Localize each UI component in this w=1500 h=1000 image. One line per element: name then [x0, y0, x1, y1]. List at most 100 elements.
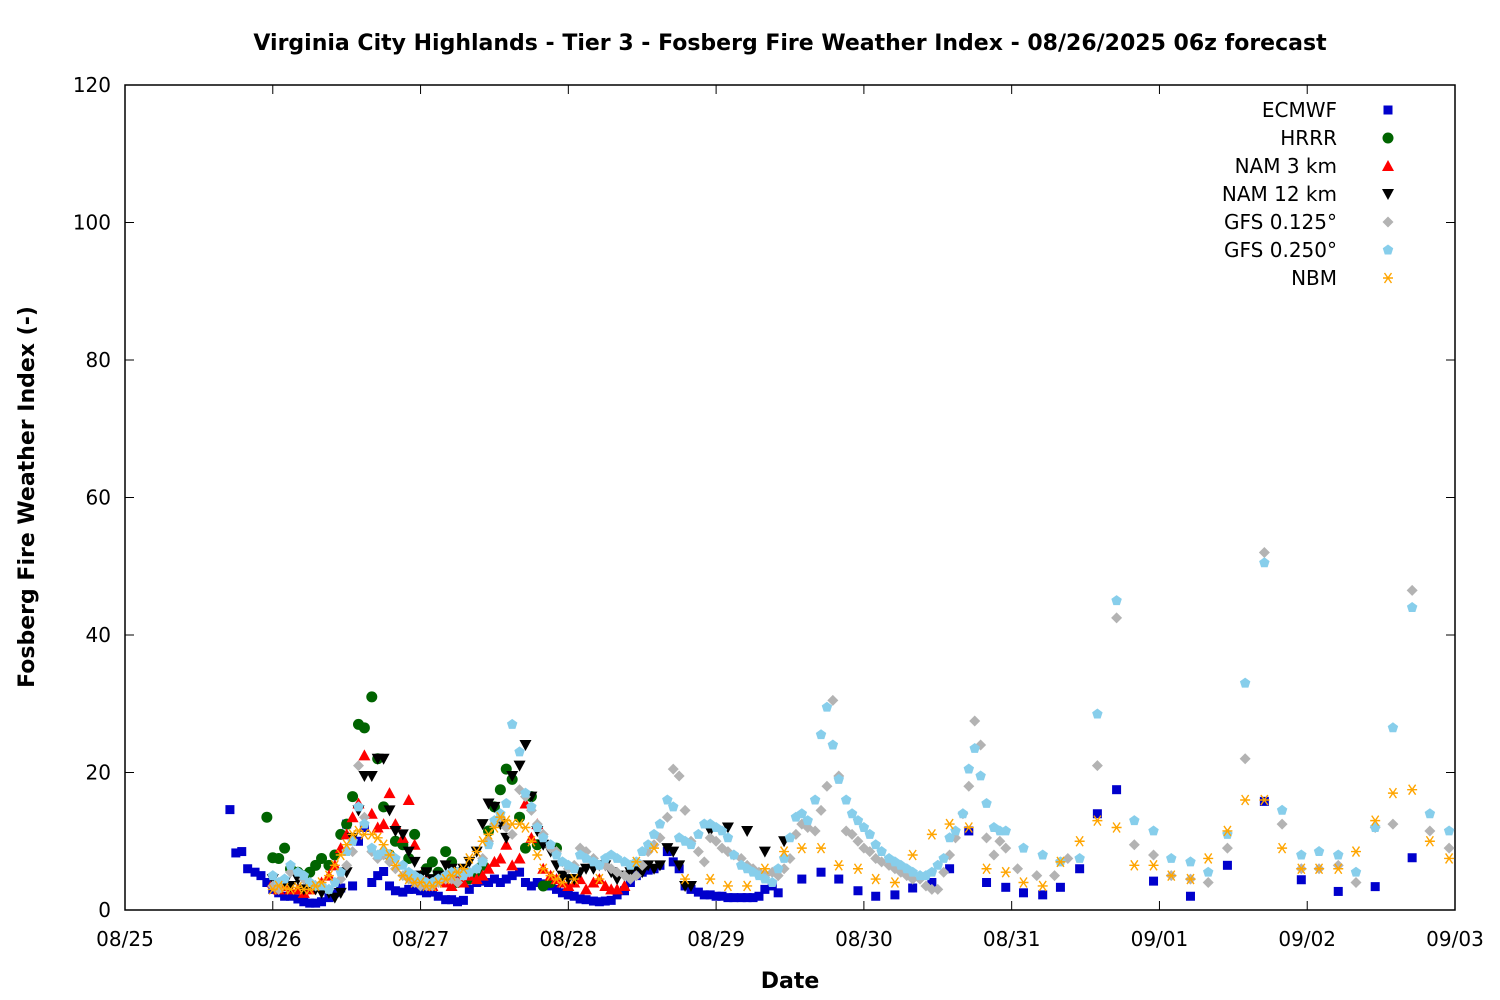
- data-point: [501, 874, 511, 884]
- data-point: [871, 891, 881, 901]
- data-point: [581, 895, 591, 905]
- data-point: [1296, 849, 1307, 860]
- data-point: [352, 760, 364, 772]
- data-point: [440, 846, 452, 858]
- data-point: [1203, 853, 1214, 864]
- data-point: [464, 884, 474, 894]
- data-point: [482, 862, 495, 874]
- data-point: [427, 887, 437, 897]
- data-point: [981, 797, 992, 808]
- data-point: [580, 883, 593, 895]
- data-point: [784, 832, 796, 843]
- data-point: [636, 867, 649, 879]
- data-point: [705, 873, 716, 885]
- data-point: [1111, 595, 1122, 606]
- data-point: [404, 884, 414, 894]
- data-point: [852, 815, 864, 826]
- x-tick-label: 08/31: [983, 927, 1041, 951]
- data-point: [668, 801, 679, 812]
- data-point: [1185, 891, 1195, 901]
- data-point: [458, 895, 468, 905]
- data-point: [538, 863, 549, 875]
- data-point: [1092, 815, 1103, 827]
- data-point: [587, 876, 600, 888]
- data-point: [693, 828, 704, 839]
- data-point: [488, 855, 501, 867]
- data-point: [501, 797, 512, 808]
- data-point: [250, 867, 260, 877]
- data-point: [551, 849, 562, 860]
- y-tick-label: 20: [86, 761, 111, 785]
- data-point: [667, 763, 679, 775]
- legend-marker: [1382, 132, 1394, 144]
- data-point: [385, 881, 395, 891]
- data-point: [464, 853, 475, 864]
- plot-frame: [124, 84, 1456, 911]
- legend-label: GFS 0.125°: [1224, 210, 1337, 234]
- data-point: [514, 811, 526, 823]
- data-point: [478, 876, 488, 886]
- data-point: [285, 859, 296, 870]
- data-point: [649, 842, 660, 854]
- data-point: [402, 846, 415, 858]
- data-point: [482, 798, 495, 810]
- data-point: [809, 794, 821, 805]
- y-tick-label: 0: [98, 898, 111, 922]
- data-point: [383, 787, 396, 799]
- data-point: [846, 828, 858, 840]
- data-point: [600, 896, 610, 906]
- data-point: [728, 849, 740, 860]
- data-point: [1074, 835, 1085, 847]
- data-point: [1240, 794, 1251, 806]
- data-point: [1443, 842, 1455, 854]
- legend-label: ECMWF: [1262, 98, 1337, 122]
- data-point: [293, 894, 303, 904]
- data-point: [717, 891, 727, 901]
- data-point: [1055, 856, 1066, 868]
- data-point: [1075, 864, 1085, 874]
- data-point: [526, 801, 537, 812]
- data-point: [594, 897, 604, 907]
- data-point: [1112, 785, 1122, 795]
- data-point: [341, 839, 352, 851]
- data-point: [1031, 870, 1043, 882]
- data-point: [225, 805, 235, 815]
- legend-marker: [1382, 189, 1394, 200]
- data-point: [569, 873, 580, 885]
- data-point: [341, 859, 353, 871]
- data-point: [348, 881, 358, 891]
- data-point: [470, 873, 483, 885]
- data-point: [489, 874, 499, 884]
- data-point: [515, 867, 525, 877]
- data-point: [1222, 825, 1233, 837]
- data-point: [748, 893, 758, 903]
- data-point: [653, 860, 666, 872]
- data-point: [526, 881, 536, 891]
- legend-marker: [1382, 244, 1394, 255]
- x-tick-label: 09/03: [1426, 927, 1484, 951]
- data-point: [1202, 866, 1214, 877]
- data-point: [353, 801, 364, 812]
- data-point: [685, 839, 697, 850]
- data-point: [661, 843, 674, 855]
- y-tick-label: 100: [73, 211, 111, 235]
- data-point: [821, 780, 833, 792]
- data-point: [334, 887, 347, 899]
- data-point: [796, 808, 808, 819]
- data-point: [779, 846, 790, 857]
- data-point: [1092, 708, 1103, 719]
- data-point: [421, 888, 431, 898]
- data-point: [618, 879, 631, 891]
- data-point: [1369, 822, 1381, 832]
- y-tick-label: 80: [86, 348, 111, 372]
- y-tick-label: 40: [86, 623, 111, 647]
- data-point: [827, 739, 839, 750]
- data-point: [1406, 602, 1418, 612]
- data-point: [833, 859, 844, 871]
- data-point: [445, 879, 458, 891]
- data-point: [358, 811, 370, 823]
- data-point: [347, 791, 359, 803]
- data-point: [680, 873, 691, 885]
- data-point: [410, 884, 420, 894]
